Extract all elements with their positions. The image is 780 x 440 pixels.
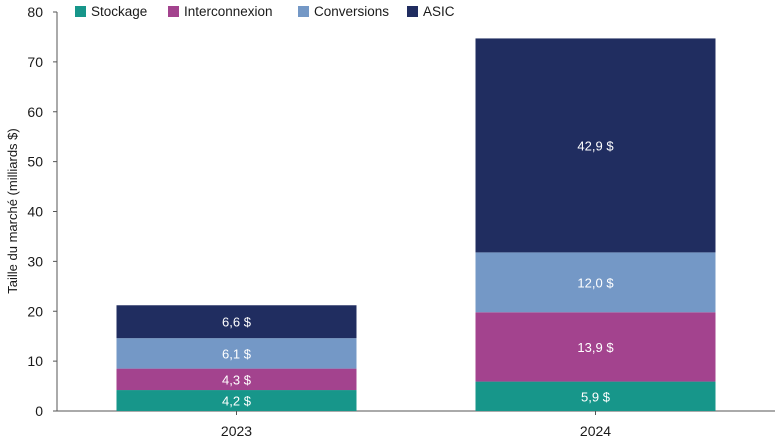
- bar-segment-interconnexion-2024: [475, 312, 716, 382]
- bar-segment-conversions-2024: [475, 252, 716, 313]
- y-tick-label: 70: [27, 54, 43, 70]
- bar-value-label: 12,0 $: [577, 275, 614, 290]
- x-axis: 2023 2024: [57, 410, 775, 439]
- legend-label-interconnexion: Interconnexion: [184, 4, 273, 19]
- bar-segment-asic-2023: [116, 305, 357, 339]
- bar-segment-stockage-2024: [475, 381, 716, 411]
- legend-swatch-asic: [407, 6, 418, 17]
- x-tick-label: 2023: [221, 423, 252, 439]
- bar-value-label: 42,9 $: [577, 138, 614, 153]
- y-tick-label: 0: [35, 403, 43, 419]
- y-tick-label: 10: [27, 353, 43, 369]
- bar-value-label: 6,1 $: [222, 346, 252, 361]
- y-tick-label: 50: [27, 154, 43, 170]
- bar-value-label: 13,9 $: [577, 340, 614, 355]
- y-tick-label: 40: [27, 204, 43, 220]
- legend-swatch-interconnexion: [168, 6, 179, 17]
- y-axis-label: Taille du marché (milliards $): [5, 128, 20, 293]
- bar-segment-asic-2024: [475, 38, 716, 253]
- bar-segment-interconnexion-2023: [116, 368, 357, 391]
- legend-swatch-stockage: [75, 6, 86, 17]
- bar-value-label: 4,2 $: [222, 394, 252, 409]
- legend-label-stockage: Stockage: [91, 4, 147, 19]
- legend: Stockage Interconnexion Conversions ASIC: [75, 4, 455, 19]
- bar-value-label: 4,3 $: [222, 372, 252, 387]
- legend-label-asic: ASIC: [423, 4, 455, 19]
- bar-value-label: 6,6 $: [222, 315, 252, 330]
- bar-stacks: 4,2 $ 4,3 $ 6,1 $ 6,6 $ 5,9 $ 13,9 $ 12,0 $ 42,…: [116, 38, 716, 411]
- bar-segment-stockage-2023: [116, 390, 357, 411]
- y-tick-label: 20: [27, 303, 43, 319]
- bar-value-label: 5,9 $: [581, 389, 611, 404]
- y-tick-label: 60: [27, 104, 43, 120]
- legend-swatch-conversions: [298, 6, 309, 17]
- y-tick-label: 80: [27, 4, 43, 20]
- y-tick-label: 30: [27, 253, 43, 269]
- y-axis: 0 10 20 30 40 50 60 70 80: [27, 4, 58, 419]
- legend-label-conversions: Conversions: [314, 4, 389, 19]
- x-tick-label: 2024: [580, 423, 611, 439]
- bar-segment-conversions-2023: [116, 338, 357, 369]
